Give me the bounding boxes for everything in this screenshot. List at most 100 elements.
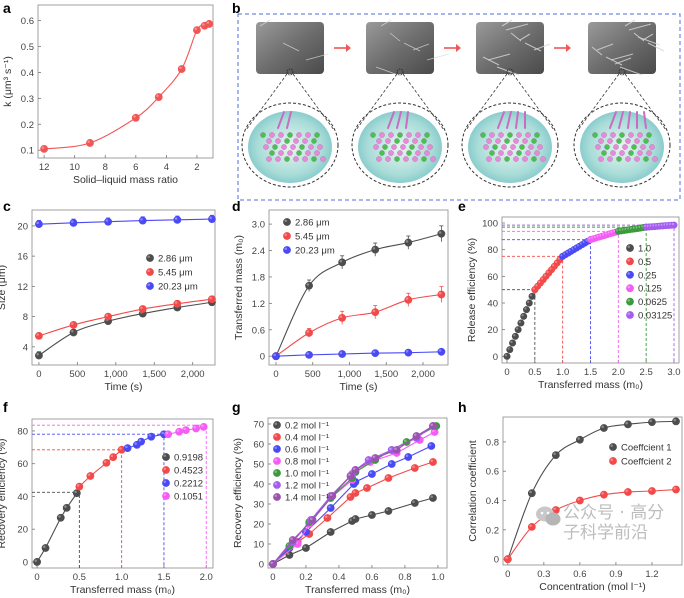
data-point-highlight xyxy=(87,473,91,476)
data-point-highlight xyxy=(412,500,415,503)
data-point-highlight xyxy=(339,351,343,354)
legend-marker-highlight xyxy=(284,233,287,237)
data-point-highlight xyxy=(538,280,541,283)
y-tick-label: 8 xyxy=(23,312,28,323)
legend-marker xyxy=(162,479,170,487)
x-tick-label: 0.5 xyxy=(73,572,86,583)
atom xyxy=(430,156,436,162)
crack-line xyxy=(637,36,661,46)
atom xyxy=(652,156,658,162)
atom xyxy=(507,150,513,156)
x-tick-label: 1.2 xyxy=(645,569,658,580)
data-point-highlight xyxy=(557,257,560,260)
atom xyxy=(528,144,534,150)
atom xyxy=(607,138,613,144)
data-point xyxy=(351,489,360,497)
legend-label: 20.23 μm xyxy=(295,246,335,257)
atom xyxy=(373,144,379,150)
data-point-highlight xyxy=(64,505,67,508)
crack-line xyxy=(596,43,614,51)
data-point xyxy=(69,218,78,227)
data-point xyxy=(525,299,533,307)
data-point xyxy=(517,319,525,327)
data-point xyxy=(288,536,297,544)
data-point-highlight xyxy=(430,423,433,426)
legend-marker-highlight xyxy=(147,255,151,258)
legend-marker xyxy=(146,268,154,276)
atom xyxy=(534,132,540,138)
y-tick-label: 40 xyxy=(487,299,498,310)
legend-item: 0.0625 xyxy=(626,297,667,308)
legend-item: 1.4 mol l⁻¹ xyxy=(273,493,329,504)
legend-label: 1.0 xyxy=(638,244,651,255)
data-point-highlight xyxy=(577,437,580,440)
zoom-ellipse xyxy=(241,102,339,188)
legend-label: 0.9198 xyxy=(174,453,203,464)
atom xyxy=(418,144,424,150)
data-point xyxy=(208,215,216,223)
data-point xyxy=(371,349,380,358)
legend-label: 0.25 xyxy=(638,270,657,281)
atom xyxy=(525,132,531,138)
crack-line xyxy=(412,43,430,51)
data-point xyxy=(35,220,43,229)
y-tick-label: 20 xyxy=(17,525,28,536)
data-point xyxy=(672,485,680,494)
zoom-line xyxy=(577,73,667,131)
crack-line xyxy=(533,43,551,51)
x-axis-label: Time (s) xyxy=(339,381,377,393)
atom xyxy=(486,156,492,162)
data-point xyxy=(437,347,446,356)
data-point-highlight xyxy=(507,347,510,350)
data-point xyxy=(648,487,656,495)
atom xyxy=(281,144,287,150)
legend-marker xyxy=(609,457,617,465)
atom xyxy=(397,132,403,138)
data-point-highlight xyxy=(601,425,604,428)
legend-item: 20.23 μm xyxy=(283,246,335,257)
data-point xyxy=(269,560,277,568)
atom xyxy=(637,150,643,156)
data-point-highlight xyxy=(125,445,128,449)
data-point-highlight xyxy=(74,490,77,494)
atom xyxy=(640,144,646,150)
data-point xyxy=(514,326,522,334)
data-point-highlight xyxy=(540,277,544,280)
data-point xyxy=(427,442,436,450)
legend-item: Coeffcient 1 xyxy=(609,443,672,454)
data-point-highlight xyxy=(193,425,197,429)
zoom-marker xyxy=(506,68,514,76)
x-tick-label: 0.2 xyxy=(299,572,312,583)
atom xyxy=(646,132,652,138)
series-0.4523 xyxy=(75,445,126,491)
legend-marker xyxy=(273,421,281,429)
data-point-highlight xyxy=(71,220,74,223)
stage-4 xyxy=(573,19,671,188)
data-point xyxy=(138,216,147,225)
data-point-highlight xyxy=(625,489,628,493)
data-point xyxy=(384,474,393,482)
x-tick-label: 8 xyxy=(103,162,108,173)
data-point-highlight xyxy=(41,146,45,149)
legend-marker-highlight xyxy=(274,422,277,425)
data-point xyxy=(509,339,517,347)
data-point xyxy=(173,215,182,224)
panel-label-d: d xyxy=(232,198,241,214)
data-point-highlight xyxy=(364,485,367,488)
panel-label-c: c xyxy=(3,198,11,214)
atom xyxy=(607,156,613,162)
data-point-highlight xyxy=(352,516,356,519)
atom xyxy=(634,138,640,144)
data-point-highlight xyxy=(438,349,442,352)
atom xyxy=(628,150,634,156)
atom xyxy=(299,144,305,150)
x-tick-label: 0 xyxy=(270,572,275,583)
data-point xyxy=(199,422,208,431)
x-tick-label: 0 xyxy=(273,369,278,380)
chart-g: g 0 0.2 0.4 0.6 0.8 1.0 0 10 20 30 40 50 60 70 Transfer… xyxy=(232,399,448,596)
crack-line xyxy=(403,42,421,52)
data-point xyxy=(182,426,190,435)
data-point-highlight xyxy=(133,115,136,118)
atom xyxy=(403,156,409,162)
data-point-highlight xyxy=(372,455,376,458)
